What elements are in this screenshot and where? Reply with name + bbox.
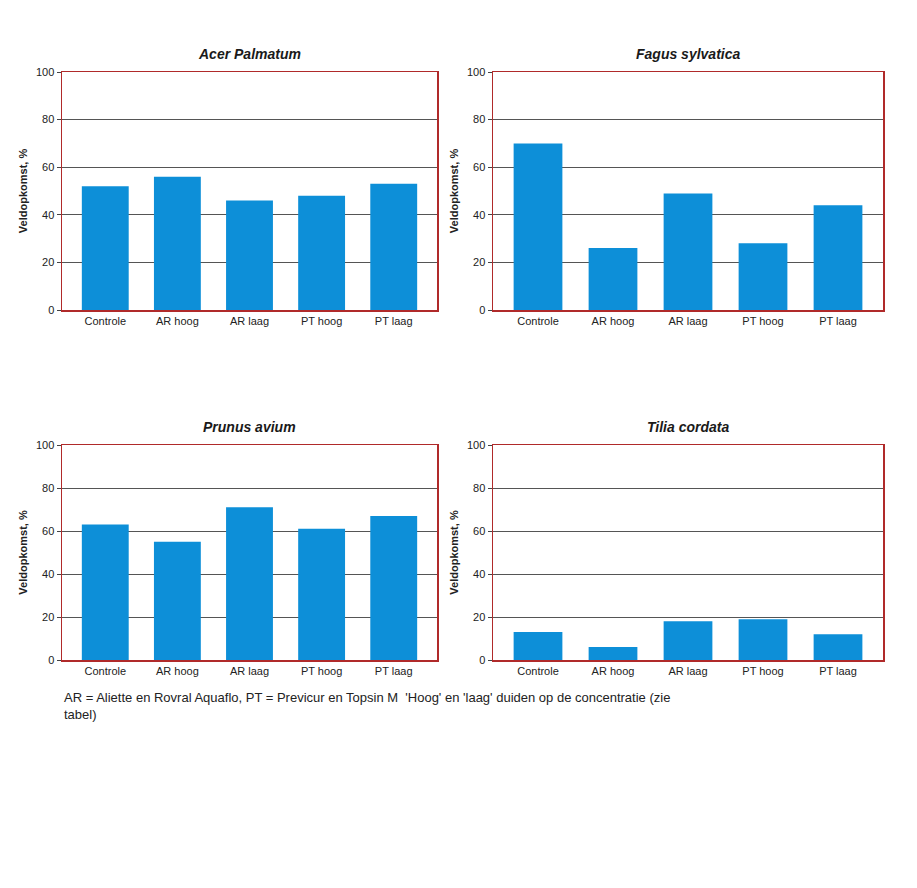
svg-text:PT hoog: PT hoog [301,315,342,327]
svg-text:PT laag: PT laag [375,315,413,327]
svg-text:Controle: Controle [517,665,559,677]
svg-text:AR hoog: AR hoog [592,315,635,327]
svg-text:PT hoog: PT hoog [301,665,342,677]
svg-text:Controle: Controle [84,315,126,327]
svg-text:PT laag: PT laag [819,665,857,677]
svg-text:60: 60 [473,161,485,173]
svg-text:PT laag: PT laag [375,665,413,677]
svg-text:20: 20 [473,611,485,623]
svg-text:80: 80 [42,482,54,494]
svg-text:Acer Palmatum: Acer Palmatum [198,46,301,62]
svg-text:80: 80 [42,113,54,125]
svg-text:100: 100 [36,66,54,78]
svg-text:40: 40 [473,568,485,580]
svg-text:20: 20 [473,256,485,268]
svg-text:20: 20 [42,256,54,268]
svg-text:Fagus sylvatica: Fagus sylvatica [636,46,740,62]
svg-text:Veldopkomst, %: Veldopkomst, % [17,510,29,595]
svg-text:40: 40 [473,209,485,221]
svg-text:0: 0 [48,304,54,316]
svg-text:AR laag: AR laag [668,315,707,327]
svg-text:Veldopkomst, %: Veldopkomst, % [17,149,29,234]
svg-text:Prunus avium: Prunus avium [203,419,296,435]
svg-text:PT hoog: PT hoog [742,315,783,327]
svg-text:Controle: Controle [84,665,126,677]
svg-text:80: 80 [473,113,485,125]
svg-text:Veldopkomst, %: Veldopkomst, % [448,149,460,234]
svg-text:PT hoog: PT hoog [742,665,783,677]
svg-text:60: 60 [42,525,54,537]
svg-text:100: 100 [467,439,485,451]
svg-text:0: 0 [48,654,54,666]
svg-text:AR laag: AR laag [230,665,269,677]
svg-text:AR = Aliette en Rovral Aquaflo: AR = Aliette en Rovral Aquaflo, PT = Pre… [64,690,670,722]
svg-text:0: 0 [479,654,485,666]
svg-text:Veldopkomst, %: Veldopkomst, % [448,510,460,595]
svg-text:40: 40 [42,568,54,580]
svg-text:Tilia cordata: Tilia cordata [647,419,729,435]
svg-text:AR hoog: AR hoog [592,665,635,677]
svg-text:100: 100 [467,66,485,78]
svg-text:AR hoog: AR hoog [156,315,199,327]
svg-text:0: 0 [479,304,485,316]
svg-text:PT laag: PT laag [819,315,857,327]
svg-text:Controle: Controle [517,315,559,327]
svg-text:AR laag: AR laag [230,315,269,327]
svg-text:20: 20 [42,611,54,623]
svg-text:80: 80 [473,482,485,494]
svg-text:AR hoog: AR hoog [156,665,199,677]
svg-text:60: 60 [473,525,485,537]
svg-text:60: 60 [42,161,54,173]
svg-text:AR laag: AR laag [668,665,707,677]
svg-text:40: 40 [42,209,54,221]
svg-text:100: 100 [36,439,54,451]
